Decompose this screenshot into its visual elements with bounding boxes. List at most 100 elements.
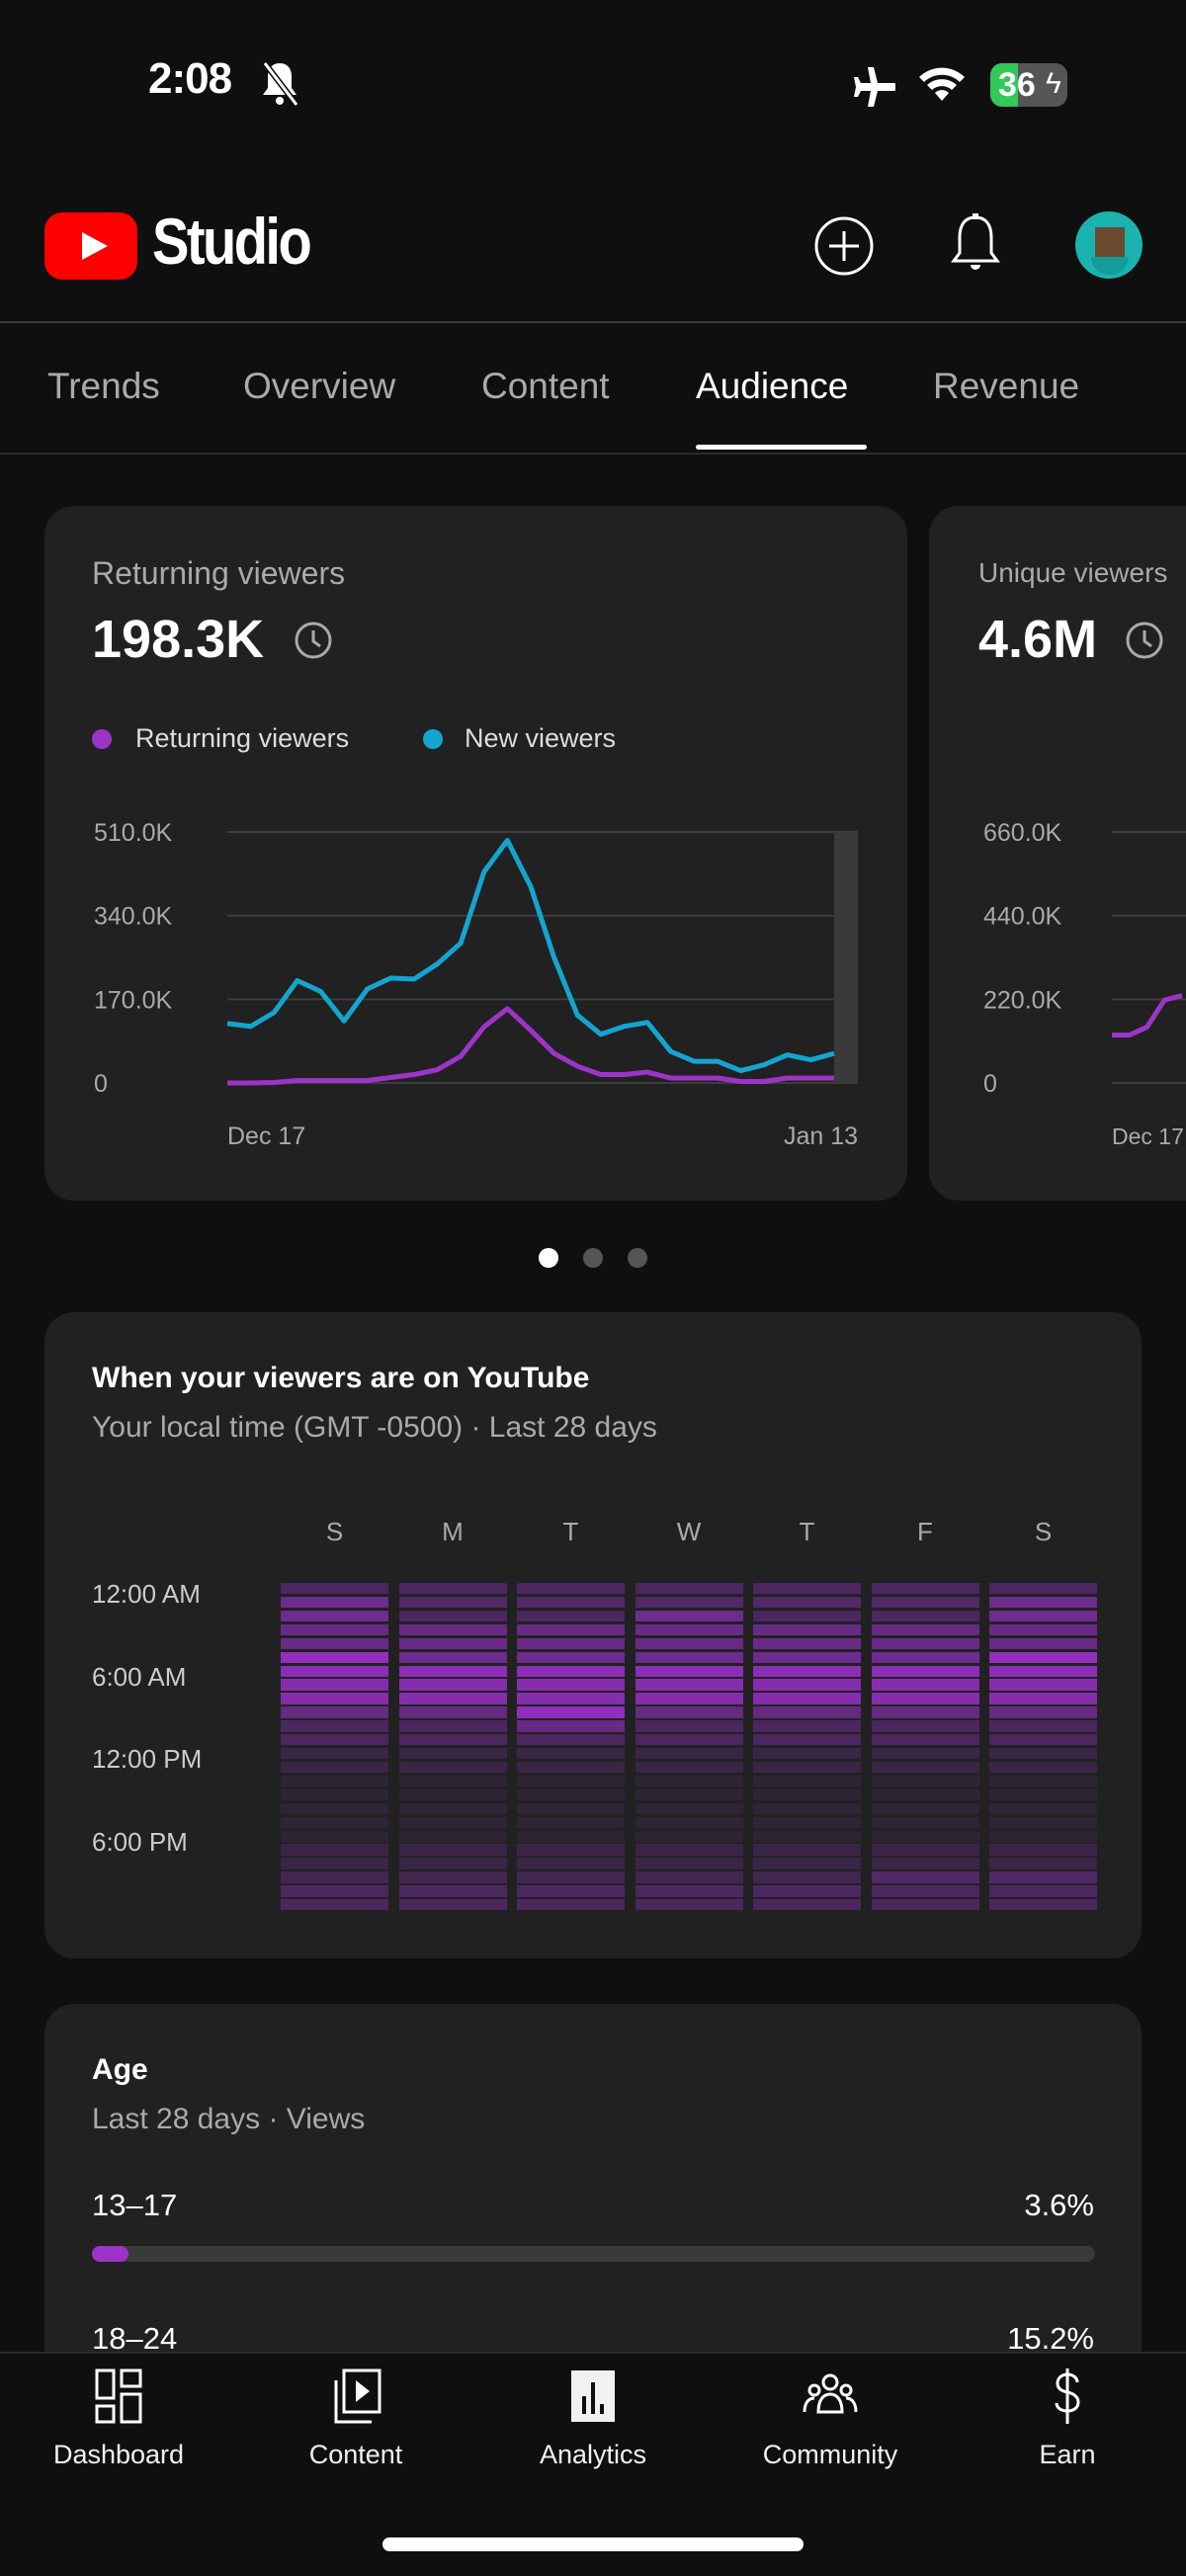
- heatmap-cell: [871, 1816, 979, 1828]
- wifi-icon: [919, 67, 965, 101]
- day-label: T: [799, 1517, 815, 1546]
- notifications-icon[interactable]: [951, 211, 1000, 281]
- create-icon[interactable]: [813, 215, 875, 277]
- series-line-returning-viewers: [1112, 993, 1183, 1039]
- heatmap-cell: [517, 1693, 625, 1704]
- heatmap-cell: [281, 1720, 388, 1732]
- heatmap-cell: [517, 1637, 625, 1650]
- heatmap-cell: [517, 1816, 625, 1828]
- heatmap-cell: [635, 1734, 743, 1746]
- heatmap-cell: [989, 1885, 1097, 1897]
- heatmap-cell: [635, 1679, 743, 1691]
- heatmap-cell: [871, 1693, 979, 1704]
- legend-label-returning: Returning viewers: [135, 723, 350, 753]
- heatmap-cell: [753, 1706, 861, 1718]
- card-subtitle: Last 28 days · Views: [92, 2103, 366, 2135]
- nav-analytics[interactable]: Analytics: [474, 2367, 712, 2470]
- airplane-icon: [854, 67, 895, 107]
- hour-label: 6:00 AM: [92, 1661, 187, 1692]
- heatmap-cell: [753, 1679, 861, 1691]
- heatmap-cell: [753, 1844, 861, 1856]
- heatmap-cell: [635, 1706, 743, 1718]
- heatmap-cell: [281, 1871, 388, 1883]
- heatmap-cell: [989, 1748, 1097, 1760]
- heatmap-cell: [281, 1651, 388, 1663]
- heatmap-cell: [398, 1885, 507, 1897]
- legend-dot-new: [423, 729, 443, 749]
- unique-viewers-chart[interactable]: 0 220.0K 440.0K 660.0K Dec 17: [929, 506, 1186, 1201]
- bell-slash-icon: [262, 61, 299, 107]
- heatmap-cell: [398, 1761, 507, 1774]
- clock-icon[interactable]: [294, 621, 333, 660]
- heatmap-cell: [989, 1858, 1097, 1870]
- youtube-logo[interactable]: [44, 212, 137, 280]
- heatmap-cell: [398, 1610, 507, 1622]
- day-label: T: [562, 1517, 579, 1546]
- heatmap-cell: [753, 1637, 861, 1650]
- heatmap-cell: [517, 1761, 625, 1774]
- unique-viewers-card[interactable]: Unique viewers 4.6M 0 220.0K 440.0K 660.0K D…: [929, 506, 1186, 1201]
- heatmap-cell: [871, 1899, 979, 1911]
- heatmap-cell: [281, 1610, 388, 1622]
- heatmap-cell: [753, 1858, 861, 1870]
- clock-icon[interactable]: [1125, 621, 1164, 660]
- status-time: 2:08: [148, 54, 232, 103]
- age-value: 15.2%: [1007, 2321, 1094, 2356]
- heatmap-cell: [871, 1775, 979, 1787]
- y-tick-label: 510.0K: [94, 819, 173, 847]
- heatmap-cell: [517, 1830, 625, 1842]
- heatmap-cell: [753, 1623, 861, 1636]
- heatmap-cell: [517, 1665, 625, 1677]
- tab-overview[interactable]: Overview: [243, 366, 396, 406]
- heatmap-cell: [989, 1830, 1097, 1842]
- card-title: When your viewers are on YouTube: [92, 1362, 590, 1394]
- heatmap-cell: [753, 1734, 861, 1746]
- nav-earn[interactable]: Earn: [949, 2367, 1186, 2470]
- carousel-dot-3[interactable]: [628, 1248, 647, 1268]
- heatmap-cell: [871, 1871, 979, 1883]
- heatmap-cell: [871, 1761, 979, 1774]
- returning-viewers-card[interactable]: Returning viewers 198.3K Returning viewe…: [44, 506, 907, 1201]
- tab-revenue[interactable]: Revenue: [933, 366, 1080, 406]
- heatmap-cell: [989, 1788, 1097, 1801]
- dashboard-icon: [95, 2368, 142, 2424]
- heatmap-cell: [989, 1583, 1097, 1595]
- heatmap-cell: [635, 1720, 743, 1732]
- heatmap-cell: [753, 1665, 861, 1677]
- carousel-dot-1[interactable]: [539, 1248, 558, 1268]
- tab-audience[interactable]: Audience: [696, 366, 849, 406]
- heatmap-cell: [989, 1651, 1097, 1663]
- card-title: Unique viewers: [978, 557, 1168, 588]
- tab-trends[interactable]: Trends: [47, 366, 160, 406]
- nav-community[interactable]: Community: [712, 2367, 949, 2470]
- heatmap-cell: [635, 1830, 743, 1842]
- heatmap-cell: [398, 1844, 507, 1856]
- heatmap-cell: [281, 1623, 388, 1636]
- app-name: Studio: [152, 205, 312, 278]
- heatmap-cell: [989, 1734, 1097, 1746]
- y-tick-label: 440.0K: [983, 903, 1062, 931]
- nav-content[interactable]: Content: [237, 2367, 474, 2470]
- heatmap-cell: [989, 1844, 1097, 1856]
- heatmap-cell: [753, 1775, 861, 1787]
- heatmap-cell: [517, 1858, 625, 1870]
- age-label: 13–17: [92, 2188, 178, 2222]
- heatmap-cell: [635, 1844, 743, 1856]
- heatmap-cell: [871, 1706, 979, 1718]
- hour-label: 12:00 AM: [92, 1579, 201, 1609]
- heatmap-cell: [281, 1706, 388, 1718]
- age-card: Age Last 28 days · Views 13–17 3.6% 18–2…: [44, 2004, 1142, 2356]
- carousel-dot-2[interactable]: [583, 1248, 603, 1268]
- heatmap-cell: [398, 1802, 507, 1815]
- heatmap-cell: [398, 1871, 507, 1883]
- heatmap-cell: [989, 1802, 1097, 1815]
- card-title: Returning viewers: [92, 555, 346, 591]
- heatmap-cell: [517, 1788, 625, 1801]
- heatmap-cell: [871, 1748, 979, 1760]
- nav-dashboard[interactable]: Dashboard: [0, 2367, 237, 2470]
- tab-content[interactable]: Content: [481, 366, 610, 406]
- heatmap-cell: [871, 1623, 979, 1636]
- avatar[interactable]: [1075, 211, 1143, 279]
- returning-viewers-chart[interactable]: 0 170.0K 340.0K 510.0K Dec 17 Jan 13: [44, 506, 907, 1201]
- heatmap-cell: [635, 1871, 743, 1883]
